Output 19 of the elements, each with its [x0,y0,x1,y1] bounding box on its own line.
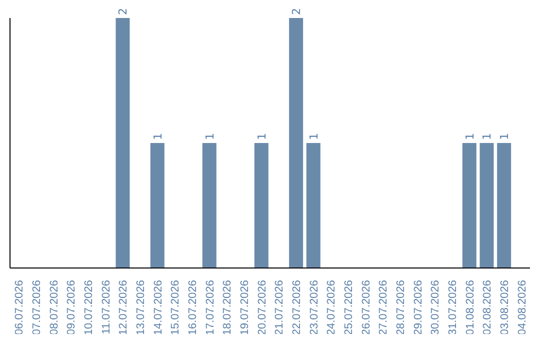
data-label: 1 [480,133,494,140]
x-tick-label: 19.07.2026 [239,280,251,336]
data-label: 1 [255,133,268,140]
data-label: 2 [290,8,304,15]
x-tick-label: 13.07.2026 [135,280,147,336]
x-tick-label: 14.07.2026 [152,280,164,336]
data-label: 1 [203,133,216,140]
data-label: 1 [498,133,512,140]
data-label: 1 [151,133,164,140]
x-tick-label: 16.07.2026 [187,280,199,336]
x-tick-label: 18.07.2026 [222,280,234,336]
data-label: 1 [463,133,476,140]
data-label: 2 [116,8,130,15]
data-label: 1 [307,133,320,140]
x-tick-label: 11.07.2026 [100,280,112,334]
x-tick-label: 10.07.2026 [83,280,95,336]
x-tick-label: 12.07.2026 [118,280,130,336]
x-tick-label: 15.07.2026 [170,280,182,336]
x-tick-label: 17.07.2026 [204,280,216,336]
